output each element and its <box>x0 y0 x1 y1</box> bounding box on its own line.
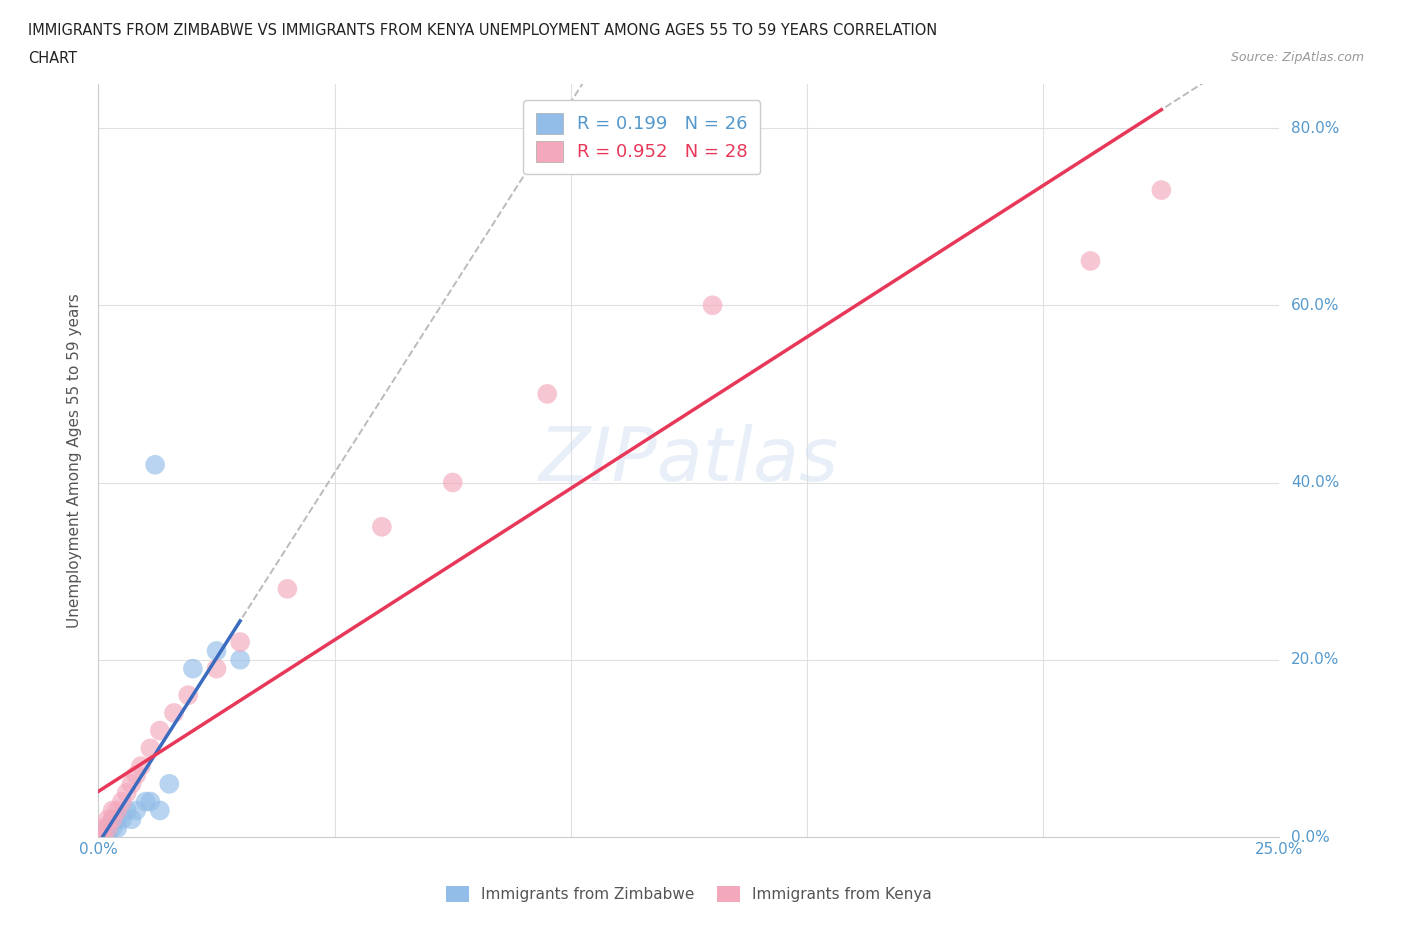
Point <box>139 794 162 809</box>
Text: 60.0%: 60.0% <box>1291 298 1340 312</box>
Point <box>101 812 124 827</box>
Point <box>177 688 200 703</box>
Point <box>111 794 134 809</box>
Point <box>115 803 138 817</box>
Text: IMMIGRANTS FROM ZIMBABWE VS IMMIGRANTS FROM KENYA UNEMPLOYMENT AMONG AGES 55 TO : IMMIGRANTS FROM ZIMBABWE VS IMMIGRANTS F… <box>28 23 938 38</box>
Point <box>105 820 128 835</box>
Point <box>91 830 114 844</box>
Point <box>163 706 186 721</box>
Point <box>97 820 120 835</box>
Text: 80.0%: 80.0% <box>1291 121 1340 136</box>
Point <box>229 652 252 667</box>
Point <box>97 812 120 827</box>
Point <box>536 387 558 402</box>
Point <box>149 724 172 738</box>
Legend: Immigrants from Zimbabwe, Immigrants from Kenya: Immigrants from Zimbabwe, Immigrants fro… <box>440 880 938 909</box>
Text: Source: ZipAtlas.com: Source: ZipAtlas.com <box>1230 51 1364 64</box>
Text: 20.0%: 20.0% <box>1291 652 1340 667</box>
Point <box>101 820 124 835</box>
Point <box>149 803 172 817</box>
Point <box>87 830 110 844</box>
Point <box>87 830 110 844</box>
Point <box>441 475 464 490</box>
Point <box>91 830 114 844</box>
Point <box>87 830 110 844</box>
Point <box>129 759 152 774</box>
Point <box>181 661 204 676</box>
Point <box>139 741 162 756</box>
Point <box>87 830 110 844</box>
Point <box>1080 254 1102 269</box>
Point <box>205 661 228 676</box>
Point <box>91 830 114 844</box>
Point <box>105 803 128 817</box>
Point <box>105 812 128 827</box>
Point <box>97 820 120 835</box>
Point <box>143 458 166 472</box>
Point <box>135 794 157 809</box>
Legend: R = 0.199   N = 26, R = 0.952   N = 28: R = 0.199 N = 26, R = 0.952 N = 28 <box>523 100 761 175</box>
Point <box>87 830 110 844</box>
Point <box>97 830 120 844</box>
Point <box>87 830 110 844</box>
Point <box>101 803 124 817</box>
Point <box>125 803 148 817</box>
Point <box>115 785 138 800</box>
Y-axis label: Unemployment Among Ages 55 to 59 years: Unemployment Among Ages 55 to 59 years <box>67 293 83 628</box>
Point <box>157 777 180 791</box>
Text: 40.0%: 40.0% <box>1291 475 1340 490</box>
Point <box>205 644 228 658</box>
Point <box>121 812 143 827</box>
Point <box>371 519 394 534</box>
Text: ZIPatlas: ZIPatlas <box>538 424 839 497</box>
Text: CHART: CHART <box>28 51 77 66</box>
Point <box>276 581 298 596</box>
Point <box>702 298 724 312</box>
Text: 0.0%: 0.0% <box>1291 830 1330 844</box>
Point <box>229 634 252 649</box>
Point <box>91 820 114 835</box>
Point <box>91 830 114 844</box>
Point <box>111 812 134 827</box>
Point <box>97 820 120 835</box>
Point <box>1150 182 1173 197</box>
Point <box>125 767 148 782</box>
Point <box>101 812 124 827</box>
Point <box>91 830 114 844</box>
Point <box>121 777 143 791</box>
